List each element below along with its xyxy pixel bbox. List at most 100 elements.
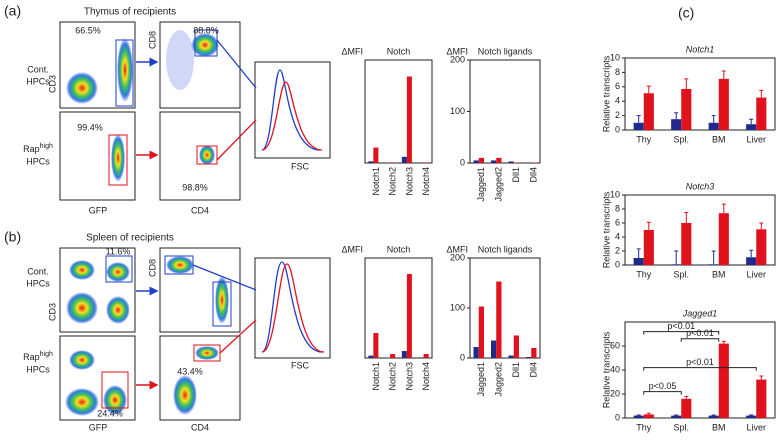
bar (644, 93, 654, 130)
x-tick-label: Notch3 (404, 167, 414, 196)
y-tick-label: 200 (450, 54, 465, 64)
gate-pct: 88.8% (193, 25, 219, 35)
bar (474, 160, 479, 163)
x-tick-label: Spl. (673, 269, 689, 279)
significance-label: p<0.05 (649, 381, 677, 391)
x-tick-label: Dll4 (529, 167, 539, 183)
bar (681, 399, 691, 418)
bar (509, 161, 514, 163)
significance-label: p<0.01 (686, 357, 714, 367)
x-tick-label: Notch2 (388, 167, 398, 196)
bar (531, 162, 536, 163)
row-label: Rap (23, 352, 40, 362)
x-tick-label: Notch1 (371, 167, 381, 196)
row-label-sup: high (40, 351, 53, 358)
gate-pct: 43.4% (177, 366, 203, 376)
row-label: Raphigh (23, 143, 53, 155)
y-tick-label: 2 (615, 245, 620, 255)
bar (479, 307, 484, 359)
bar (424, 162, 429, 163)
y-tick-label: 200 (450, 252, 465, 262)
y-tick-label: 6 (615, 217, 620, 227)
y-tick-label: 100 (450, 302, 465, 312)
bar (709, 416, 719, 418)
panel-title: Spleen of recipients (86, 233, 174, 244)
panel-label: (b) (4, 229, 21, 245)
bar (634, 258, 644, 265)
x-tick-label: BM (712, 422, 726, 432)
x-tick-label: Notch4 (421, 362, 431, 391)
bar (514, 336, 519, 359)
flow-plots-a (60, 22, 330, 200)
bar (671, 119, 681, 130)
y-tick-label: 0 (460, 352, 465, 362)
x-tick-label: Thy (636, 269, 652, 279)
bar (756, 380, 766, 418)
y-tick-label: 0 (460, 157, 465, 167)
x-tick-label: Spl. (673, 422, 689, 432)
bar (644, 414, 654, 418)
x-tick-label: Liver (746, 269, 766, 279)
row-label-sup: high (40, 143, 53, 150)
bar (719, 344, 729, 418)
bar (419, 357, 424, 358)
panel-label: (c) (678, 5, 694, 21)
panel-label: (a) (4, 3, 21, 19)
gate-pct: 98.8% (182, 182, 208, 192)
y-tick-label: 6 (615, 81, 620, 91)
bar (709, 123, 719, 130)
bar (681, 223, 691, 265)
bar (474, 347, 479, 358)
bar (491, 341, 496, 359)
y-tick-label: 20 (610, 388, 620, 398)
chart-title: Notch1 (686, 44, 715, 54)
y-axis-label: Relative transcripts (601, 55, 611, 132)
row-label: Cont. (27, 266, 49, 276)
bar (479, 158, 484, 163)
chart-title: Notch3 (686, 181, 715, 191)
bar (634, 123, 644, 130)
row-label: HPCs (26, 278, 50, 288)
plot-area (470, 60, 540, 163)
x-tick-label: Liver (746, 134, 766, 144)
axis-label: GFP (89, 205, 108, 215)
bar (390, 162, 395, 163)
axis-label: CD4 (191, 422, 209, 432)
y-tick-label: 4 (615, 96, 620, 106)
bar (531, 348, 536, 358)
x-tick-label: Spl. (673, 134, 689, 144)
bar (634, 416, 644, 418)
axis-label: FSC (291, 360, 310, 370)
y-tick-label: 60 (610, 340, 620, 350)
axis-label: CD8 (147, 31, 157, 49)
bar (373, 148, 378, 163)
bar (526, 357, 531, 358)
chart-title: Notch ligands (478, 46, 533, 56)
y-tick-label: 0 (615, 124, 620, 134)
bar (496, 282, 501, 359)
gate-pct: 99.4% (77, 122, 103, 132)
bar (681, 89, 691, 130)
bar (373, 333, 378, 358)
y-tick-label: 4 (615, 231, 620, 241)
x-tick-label: Notch1 (371, 362, 381, 391)
row-label: Rap (23, 144, 40, 154)
y-axis-label: Relative transcripts (601, 191, 611, 268)
gate-pct: 11.6% (106, 246, 131, 256)
x-tick-label: BM (712, 134, 726, 144)
bar (390, 354, 395, 358)
y-axis-label: ΔMFI (341, 46, 363, 56)
bar (491, 160, 496, 163)
bar (746, 124, 756, 130)
flow-plots-b (60, 248, 330, 420)
x-tick-label: Jagged1 (476, 167, 486, 202)
y-axis-label: ΔMFI (341, 244, 363, 254)
y-tick-label: 40 (610, 364, 620, 374)
x-tick-label: Dll4 (529, 362, 539, 378)
chart-title: Notch (387, 244, 411, 254)
y-tick-label: 0 (615, 412, 620, 422)
x-tick-label: BM (712, 269, 726, 279)
axis-label: CD8 (147, 259, 157, 277)
bar (402, 351, 407, 358)
